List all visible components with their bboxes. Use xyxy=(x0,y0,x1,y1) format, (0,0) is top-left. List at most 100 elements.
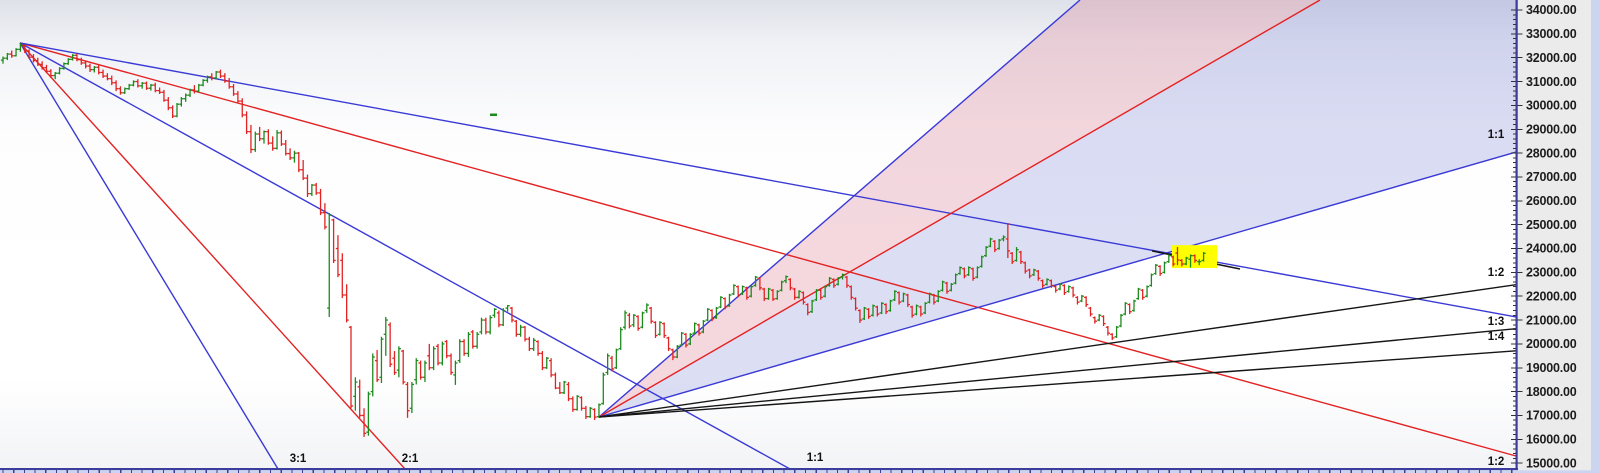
ohlc-bar[interactable] xyxy=(1105,326,1110,336)
ohlc-bar[interactable] xyxy=(831,278,836,288)
ohlc-bar[interactable] xyxy=(18,42,23,52)
ohlc-bar[interactable] xyxy=(927,292,932,304)
ohlc-bar[interactable] xyxy=(527,336,532,352)
ascending-fan-ray-1:1[interactable] xyxy=(598,151,1517,418)
ohlc-bar[interactable] xyxy=(801,291,806,305)
ohlc-bar[interactable] xyxy=(214,71,219,80)
ohlc-bar[interactable] xyxy=(944,281,950,294)
ohlc-bar[interactable] xyxy=(1092,316,1097,324)
ohlc-bar[interactable] xyxy=(857,309,863,323)
ohlc-bar[interactable] xyxy=(274,129,280,150)
ohlc-bar[interactable] xyxy=(601,372,606,405)
ohlc-bar[interactable] xyxy=(462,339,467,356)
ohlc-bar[interactable] xyxy=(1018,250,1023,265)
ohlc-bar[interactable] xyxy=(44,64,49,74)
ohlc-bar[interactable] xyxy=(753,275,758,287)
ohlc-bar[interactable] xyxy=(166,97,171,111)
ohlc-bar[interactable] xyxy=(575,395,580,411)
ohlc-bar[interactable] xyxy=(1031,268,1037,276)
ohlc-bar[interactable] xyxy=(422,360,428,383)
ohlc-bar[interactable] xyxy=(257,126,262,142)
descending-fan-ray-3:1[interactable] xyxy=(19,42,279,469)
ohlc-bar[interactable] xyxy=(361,408,367,437)
ohlc-bar[interactable] xyxy=(931,293,936,305)
ohlc-bar[interactable] xyxy=(1079,295,1084,303)
ohlc-bar[interactable] xyxy=(522,326,528,342)
ohlc-bar[interactable] xyxy=(688,333,693,346)
ohlc-bar[interactable] xyxy=(227,77,232,89)
ohlc-bar[interactable] xyxy=(314,182,319,195)
ohlc-bar[interactable] xyxy=(1088,306,1093,317)
ohlc-bar[interactable] xyxy=(940,280,945,292)
ohlc-bar[interactable] xyxy=(414,358,419,385)
ohlc-bar[interactable] xyxy=(562,380,567,394)
ohlc-bar[interactable] xyxy=(296,151,301,173)
ohlc-bar[interactable] xyxy=(344,284,349,323)
ohlc-bar[interactable] xyxy=(1175,247,1180,266)
ohlc-bar[interactable] xyxy=(1110,333,1115,341)
ohlc-bar[interactable] xyxy=(535,340,541,356)
ohlc-bar[interactable] xyxy=(727,293,732,307)
ohlc-bar[interactable] xyxy=(553,372,558,390)
ohlc-bar[interactable] xyxy=(40,61,45,70)
ohlc-bar[interactable] xyxy=(122,87,127,94)
ohlc-bar[interactable] xyxy=(866,308,871,319)
ohlc-bar[interactable] xyxy=(723,297,728,310)
ohlc-bar[interactable] xyxy=(370,353,375,397)
ohlc-bar[interactable] xyxy=(1101,315,1106,327)
ohlc-bar[interactable] xyxy=(1044,278,1050,286)
right-edge-strip[interactable] xyxy=(1591,0,1600,473)
ohlc-bar[interactable] xyxy=(749,285,754,298)
ohlc-bar[interactable] xyxy=(1153,264,1158,275)
ohlc-bar[interactable] xyxy=(1010,252,1015,265)
ohlc-bar[interactable] xyxy=(35,57,40,67)
ohlc-bar[interactable] xyxy=(744,286,749,300)
ohlc-bar[interactable] xyxy=(183,93,188,102)
descending-fan-ray-1:1[interactable] xyxy=(19,42,790,469)
ohlc-bar[interactable] xyxy=(718,296,723,309)
ohlc-bar[interactable] xyxy=(701,320,706,334)
ohlc-bar[interactable] xyxy=(1023,261,1028,274)
ohlc-bar[interactable] xyxy=(1053,285,1058,293)
ascending-fan[interactable] xyxy=(598,0,1517,418)
ohlc-bar[interactable] xyxy=(266,129,271,145)
ohlc-bar[interactable] xyxy=(901,292,906,303)
ohlc-bar[interactable] xyxy=(201,79,206,87)
x-axis-strip[interactable] xyxy=(0,470,1600,473)
ohlc-bar[interactable] xyxy=(879,302,884,315)
ohlc-bar[interactable] xyxy=(1201,252,1206,262)
ohlc-bar[interactable] xyxy=(897,291,902,305)
ohlc-bar[interactable] xyxy=(1136,287,1141,300)
ohlc-bar[interactable] xyxy=(531,337,536,352)
ohlc-bar[interactable] xyxy=(683,333,689,348)
ohlc-bar[interactable] xyxy=(66,58,71,65)
ohlc-bar[interactable] xyxy=(823,285,828,298)
ascending-fan-ray-2:1[interactable] xyxy=(598,0,1321,418)
ohlc-bar[interactable] xyxy=(596,403,602,418)
ohlc-bar[interactable] xyxy=(631,314,636,328)
ohlc-bar[interactable] xyxy=(235,91,240,104)
ohlc-bar[interactable] xyxy=(496,310,501,328)
ohlc-bar[interactable] xyxy=(622,310,628,330)
ohlc-bar[interactable] xyxy=(375,350,380,383)
ohlc-bar[interactable] xyxy=(179,97,184,107)
ohlc-bar[interactable] xyxy=(779,280,784,292)
ohlc-bar[interactable] xyxy=(583,405,588,420)
ohlc-bar[interactable] xyxy=(1062,284,1067,296)
ohlc-bar[interactable] xyxy=(640,311,645,329)
ohlc-bar[interactable] xyxy=(696,323,702,336)
ohlc-bar[interactable] xyxy=(557,382,562,394)
ohlc-bar[interactable] xyxy=(970,267,976,281)
ohlc-bar[interactable] xyxy=(988,237,993,248)
ohlc-bar[interactable] xyxy=(1171,255,1176,267)
ohlc-bar[interactable] xyxy=(662,322,667,338)
ohlc-bar[interactable] xyxy=(1057,283,1063,291)
ohlc-bar[interactable] xyxy=(714,306,719,319)
ohlc-bar[interactable] xyxy=(331,218,336,264)
ohlc-bar[interactable] xyxy=(253,131,258,152)
ascending-fan-ray-3:1[interactable] xyxy=(598,0,1081,418)
ohlc-bar[interactable] xyxy=(762,287,767,301)
ohlc-bar[interactable] xyxy=(1097,314,1102,322)
ohlc-bar[interactable] xyxy=(1162,261,1167,274)
ohlc-bar[interactable] xyxy=(379,336,384,384)
